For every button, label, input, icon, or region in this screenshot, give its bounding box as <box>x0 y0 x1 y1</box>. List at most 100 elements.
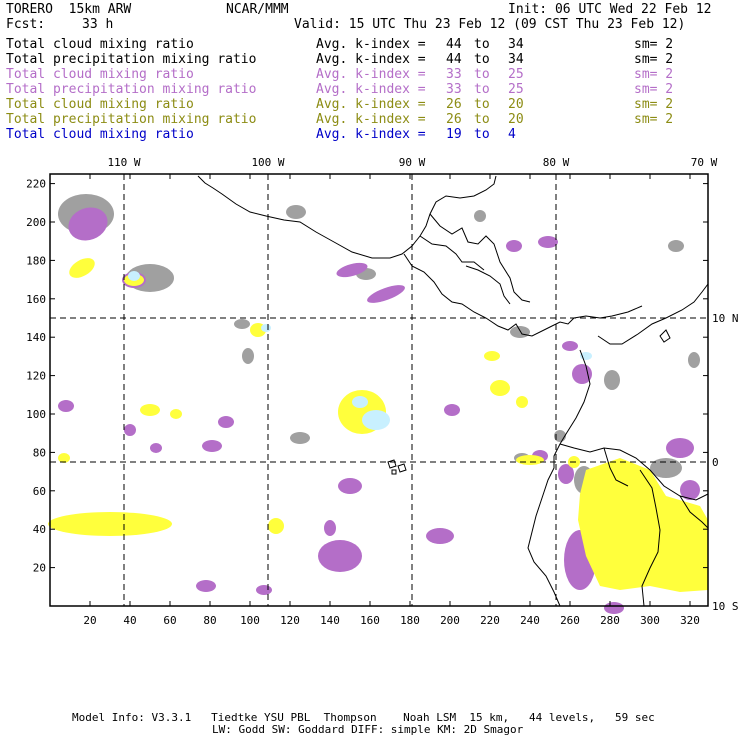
gray-cloud-area <box>668 240 684 252</box>
galapagos-3 <box>391 469 397 475</box>
legend-to-word: to <box>474 67 490 82</box>
purple-cloud-area <box>68 207 108 241</box>
plot-frame <box>49 173 709 607</box>
legend-index: Avg. k-index = <box>316 127 426 142</box>
x-tick-label: 120 <box>280 614 300 627</box>
gray-cloud-area <box>286 205 306 219</box>
longitude-label: 110 W <box>107 156 140 169</box>
purple-cloud-area <box>256 585 272 595</box>
longitude-label: 70 W <box>691 156 718 169</box>
gray-cloud-area <box>510 326 530 338</box>
galapagos-1 <box>387 459 397 469</box>
purple-cloud-area <box>666 438 694 458</box>
yellow-precip-area <box>268 518 284 534</box>
cyan-cloud-area <box>352 396 368 408</box>
coastline-mexico <box>197 175 497 259</box>
x-tick-label: 140 <box>320 614 340 627</box>
purple-cloud-area <box>336 262 368 278</box>
forecast-hour: 33 h <box>82 17 114 32</box>
yellow-precip-area <box>48 512 172 536</box>
longitude-label: 80 W <box>543 156 570 169</box>
gray-cloud-area <box>688 352 700 368</box>
gray-cloud-area <box>474 210 486 222</box>
forecast-label: Fcst: <box>6 17 46 32</box>
purple-cloud-area <box>196 580 216 592</box>
legend-from: 33 <box>446 82 462 97</box>
yellow-precip-area <box>516 455 544 465</box>
coastline <box>197 175 709 607</box>
y-tick-label: 160 <box>26 293 46 306</box>
x-tick-label: 260 <box>560 614 580 627</box>
legend-to-word: to <box>474 52 490 67</box>
x-tick-label: 320 <box>680 614 700 627</box>
x-tick-label: 40 <box>123 614 136 627</box>
legend-index: Avg. k-index = <box>316 67 426 82</box>
legend-sm: sm= 2 <box>634 97 674 112</box>
x-tick-label: 80 <box>203 614 216 627</box>
legend-index: Avg. k-index = <box>316 112 426 127</box>
cyan-cloud-area <box>362 410 390 430</box>
lat-lon-grid <box>50 174 708 606</box>
legend-to: 20 <box>508 112 524 127</box>
legend-index: Avg. k-index = <box>316 97 426 112</box>
gray-cloud-area <box>650 458 682 478</box>
longitude-label: 90 W <box>399 156 426 169</box>
border-ecuador-peru <box>559 443 709 501</box>
purple-cloud-area <box>604 602 624 614</box>
y-tick-label: 180 <box>26 254 46 267</box>
coastline-south-america <box>597 283 709 345</box>
x-tick-label: 280 <box>600 614 620 627</box>
legend-index: Avg. k-index = <box>316 37 426 52</box>
y-tick-label: 80 <box>33 446 46 459</box>
legend-field: Total cloud mixing ratio <box>6 37 194 52</box>
purple-cloud-area <box>538 236 558 248</box>
y-tick-label: 40 <box>33 523 46 536</box>
yellow-precip-area <box>490 380 510 396</box>
purple-cloud-area <box>558 464 574 484</box>
y-tick-label: 120 <box>26 370 46 383</box>
coastline-central-america <box>403 253 643 337</box>
x-tick-label: 300 <box>640 614 660 627</box>
model-title: TORERO 15km ARW <box>6 2 132 17</box>
legend-sm: sm= 2 <box>634 52 674 67</box>
yellow-precip-area <box>69 258 95 278</box>
border-inner-2 <box>679 495 709 529</box>
legend-to: 4 <box>508 127 516 142</box>
legend-from: 26 <box>446 112 462 127</box>
coastline-gulf <box>429 213 531 303</box>
legend-sm: sm= 2 <box>634 82 674 97</box>
legend-index: Avg. k-index = <box>316 82 426 97</box>
x-tick-label: 240 <box>520 614 540 627</box>
yellow-precip-area <box>58 453 70 463</box>
legend-field: Total precipitation mixing ratio <box>6 82 257 97</box>
legend-to-word: to <box>474 97 490 112</box>
border-honduras <box>465 265 511 305</box>
purple-cloud-area <box>562 341 578 351</box>
latitude-label: 0 <box>712 456 719 469</box>
yellow-precip-region <box>578 458 708 592</box>
legend-to-word: to <box>474 37 490 52</box>
purple-cloud-area <box>506 240 522 252</box>
latitude-label: 10 S <box>712 600 739 613</box>
gray-cloud-area <box>234 319 250 329</box>
purple-cloud-area <box>124 424 136 436</box>
yellow-precip-area <box>484 351 500 361</box>
legend-field: Total cloud mixing ratio <box>6 97 194 112</box>
init-time: Init: 06 UTC Wed 22 Feb 12 <box>508 2 712 17</box>
island-feature <box>659 329 671 343</box>
x-tick-label: 160 <box>360 614 380 627</box>
footer-model-info: Model Info: V3.3.1 Tiedtke YSU PBL Thomp… <box>72 711 655 724</box>
legend-from: 33 <box>446 67 462 82</box>
legend-to: 34 <box>508 52 524 67</box>
purple-cloud-area <box>318 540 362 572</box>
legend-to: 25 <box>508 82 524 97</box>
org-label: NCAR/MMM <box>226 2 289 17</box>
border-peru-brazil <box>639 469 661 607</box>
x-tick-label: 180 <box>400 614 420 627</box>
purple-cloud-area <box>218 416 234 428</box>
legend-field: Total precipitation mixing ratio <box>6 52 257 67</box>
gray-cloud-area <box>604 370 620 390</box>
legend-to: 20 <box>508 97 524 112</box>
y-tick-label: 100 <box>26 408 46 421</box>
